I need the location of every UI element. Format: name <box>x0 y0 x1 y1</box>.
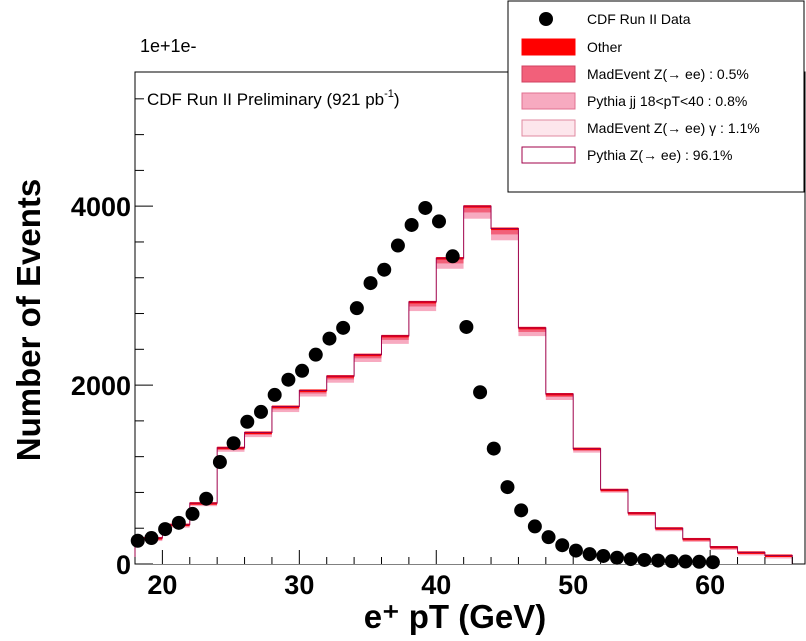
data-point <box>473 385 488 400</box>
data-point <box>651 553 666 568</box>
data-point <box>404 217 419 232</box>
histogram-bin <box>764 555 793 564</box>
histogram-bin <box>381 335 409 564</box>
data-point <box>664 554 679 569</box>
histogram-bin-madevent <box>326 376 355 380</box>
data-point <box>349 301 364 316</box>
legend-entry: Pythia jj 18<pT<40 : 0.8% <box>587 93 747 109</box>
legend-entry-data: CDF Run II Data <box>587 11 691 27</box>
histogram-bin-pythia-jj <box>326 376 355 383</box>
histogram-bin <box>436 258 464 564</box>
x-tick-label: 30 <box>284 570 314 600</box>
data-point <box>459 319 474 334</box>
data-point <box>253 404 268 419</box>
histogram-bin-madevent <box>381 335 409 340</box>
data-point <box>308 347 323 362</box>
histogram-bin <box>354 354 382 564</box>
preliminary-annotation: CDF Run II Preliminary (921 pb-1) <box>147 88 400 109</box>
legend-entry: Pythia Z(→ ee) : 96.1% <box>587 147 733 163</box>
data-point <box>295 363 310 378</box>
x-tick-label: 60 <box>695 570 725 600</box>
data-point <box>432 214 447 229</box>
data-point <box>185 506 200 521</box>
histogram-outline <box>134 205 793 564</box>
data-point <box>568 543 583 558</box>
data-point <box>596 548 611 563</box>
data-point <box>130 533 145 548</box>
data-point <box>363 276 378 291</box>
legend-swatch <box>521 65 576 83</box>
x-tick-label: 20 <box>147 570 177 600</box>
data-point <box>336 320 351 335</box>
legend: CDF Run II Data Other MadEvent Z(→ ee) : 0… <box>507 0 805 193</box>
y-tick-label: 4000 <box>71 192 131 222</box>
histogram-bin-madevent <box>299 390 327 394</box>
y-tick-label: 0 <box>116 550 131 580</box>
data-point <box>226 436 241 451</box>
legend-entry: MadEvent Z(→ ee) γ : 1.1% <box>587 120 760 136</box>
histogram-bin <box>271 406 300 564</box>
histogram-stack <box>134 205 793 564</box>
legend-entry: Other <box>587 39 622 55</box>
y-tick-label: 2000 <box>71 371 131 401</box>
histogram-bin-madevent <box>518 327 546 332</box>
data-point <box>582 547 597 562</box>
data-point <box>144 531 159 546</box>
data-point <box>692 554 707 569</box>
histogram-bin-madevent <box>491 228 519 235</box>
data-point <box>212 455 227 470</box>
data-point <box>281 372 296 387</box>
data-point <box>637 552 652 567</box>
x-tick-label: 50 <box>558 570 588 600</box>
histogram-bin-madevent <box>408 301 437 307</box>
histogram-bin-madevent <box>463 206 492 213</box>
data-point <box>267 387 282 402</box>
data-point <box>555 538 570 553</box>
legend-entry: MadEvent Z(→ ee) : 0.5% <box>587 66 749 82</box>
data-point <box>486 441 501 456</box>
data-point <box>527 519 542 534</box>
x-axis-title: e⁺ pT (GeV) <box>364 598 546 635</box>
histogram-bin <box>463 206 492 564</box>
legend-swatch <box>521 92 576 110</box>
histogram-bin <box>491 228 519 564</box>
data-point <box>158 522 173 537</box>
legend-data-marker <box>539 12 553 26</box>
data-point <box>500 480 515 495</box>
data-point <box>623 552 638 567</box>
legend-swatch <box>521 146 576 164</box>
data-point <box>514 503 529 518</box>
data-point <box>705 555 720 570</box>
x-tick-label: 40 <box>421 570 451 600</box>
histogram-bin <box>737 552 765 564</box>
data-point <box>240 414 255 429</box>
data-point <box>541 530 556 545</box>
histogram-bin <box>244 432 272 564</box>
data-points <box>130 200 720 570</box>
histogram-bin-madevent <box>354 354 382 359</box>
y-axis-title: Number of Events <box>10 179 47 461</box>
histogram-bin <box>408 301 437 564</box>
data-point <box>199 491 214 506</box>
data-point <box>390 238 405 253</box>
data-point <box>418 200 433 215</box>
histogram-bin <box>326 376 355 564</box>
exponent-label: 1e+1e- <box>140 36 197 56</box>
data-point <box>610 550 625 565</box>
axes: 20 30 40 50 60 0 2000 4000 <box>71 98 793 600</box>
legend-swatch <box>521 119 576 137</box>
legend-swatch <box>521 38 576 56</box>
data-point <box>377 262 392 277</box>
data-point <box>678 554 693 569</box>
data-point <box>171 515 186 530</box>
data-point <box>445 249 460 264</box>
data-point <box>322 331 337 346</box>
histogram-bin <box>299 390 327 564</box>
